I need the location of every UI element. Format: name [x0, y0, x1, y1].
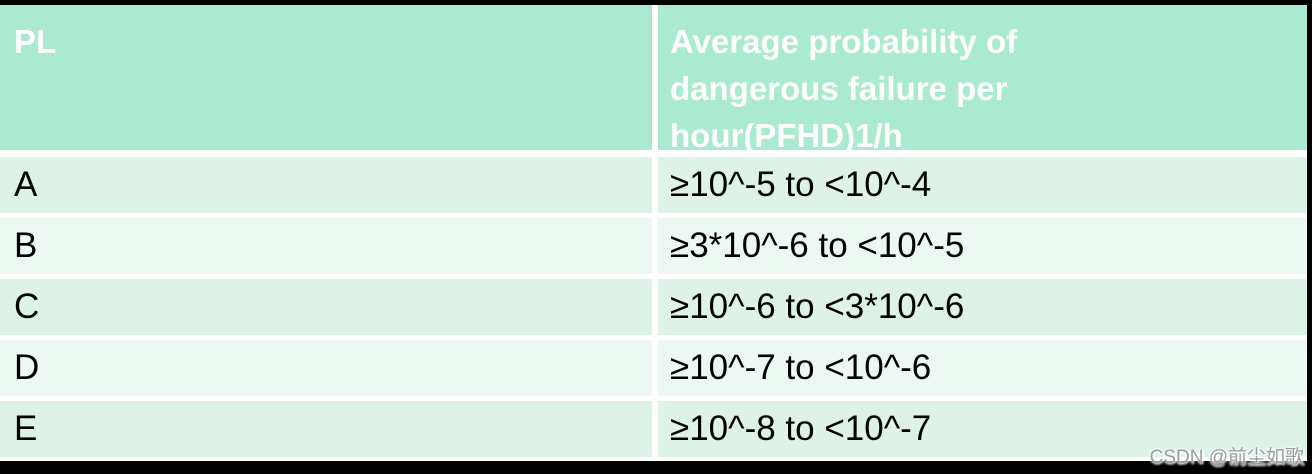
table-row-c: C ≥10^-6 to <3*10^-6: [0, 279, 1307, 335]
cell-pl-e: E: [0, 401, 652, 457]
table-row-a: A ≥10^-5 to <10^-4: [0, 157, 1307, 213]
cell-pl-d: D: [0, 340, 652, 396]
table-row-e: E ≥10^-8 to <10^-7: [0, 401, 1307, 457]
header-cell-pfhd: Average probability of dangerous failure…: [658, 5, 1307, 150]
csdn-watermark: CSDN @前尘如歌: [1149, 447, 1304, 468]
header-cell-pl: PL: [0, 5, 652, 150]
cell-pfhd-a: ≥10^-5 to <10^-4: [658, 157, 1307, 213]
cell-pl-c: C: [0, 279, 652, 335]
cell-pl-b: B: [0, 218, 652, 274]
cell-pfhd-e: ≥10^-8 to <10^-7: [658, 401, 1307, 457]
cell-pfhd-b: ≥3*10^-6 to <10^-5: [658, 218, 1307, 274]
table-header-row: PL Average probability of dangerous fail…: [0, 5, 1307, 150]
table-row-b: B ≥3*10^-6 to <10^-5: [0, 218, 1307, 274]
cell-pfhd-d: ≥10^-7 to <10^-6: [658, 340, 1307, 396]
cell-pl-a: A: [0, 157, 652, 213]
cell-pfhd-c: ≥10^-6 to <3*10^-6: [658, 279, 1307, 335]
header-cell-pfhd-label: Average probability of dangerous failure…: [670, 23, 1018, 150]
table-row-d: D ≥10^-7 to <10^-6: [0, 340, 1307, 396]
